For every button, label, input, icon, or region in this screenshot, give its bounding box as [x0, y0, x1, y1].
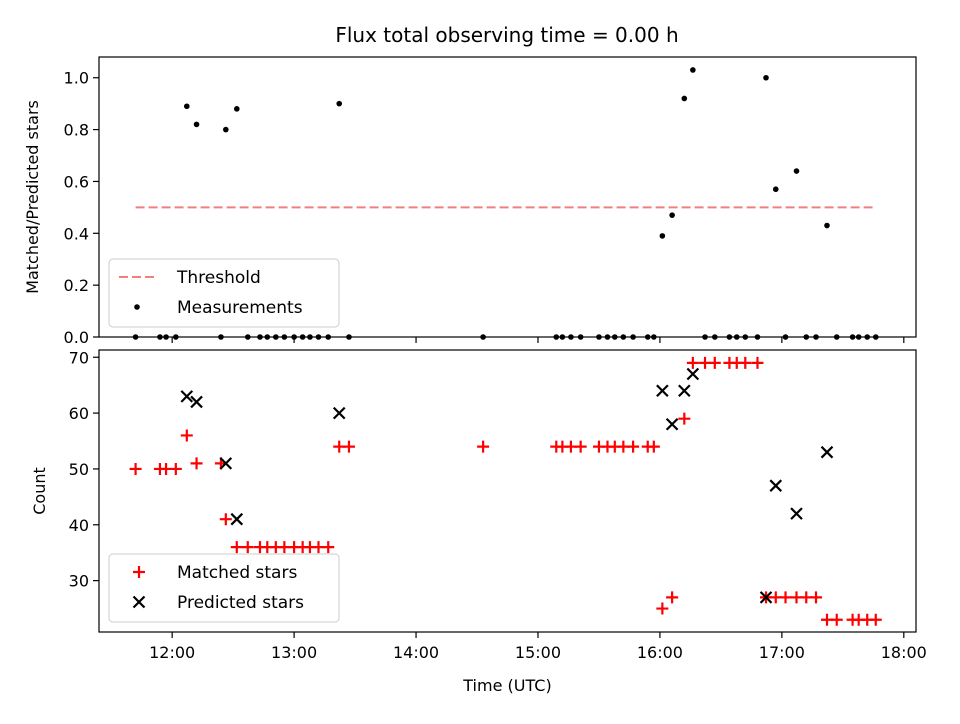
predicted-star-point [656, 384, 669, 398]
measurement-point [659, 233, 666, 239]
legend-predicted-label: Predicted stars [177, 593, 304, 613]
y-axis-label: Count [30, 467, 49, 515]
y-tick-label: 50 [69, 460, 89, 479]
matched-star-point [751, 356, 764, 369]
matched-star-point [830, 613, 843, 626]
matched-star-point [180, 429, 193, 442]
measurement-point [193, 121, 200, 128]
matched-star-point [666, 591, 679, 604]
predicted-star-point [678, 384, 691, 398]
legend-box [108, 258, 340, 328]
measurement-point [233, 106, 240, 112]
matched-star-point [708, 356, 721, 369]
measurement-point [763, 74, 769, 81]
matched-star-point [810, 591, 823, 604]
matched-star-point [322, 541, 335, 554]
matched-star-point [869, 613, 882, 626]
predicted-star-point [665, 417, 679, 431]
y-tick-label: 0.4 [64, 224, 89, 243]
axes-frame [98, 56, 917, 338]
x-tick-label: 16:00 [637, 643, 683, 662]
matched-star-point [477, 440, 490, 453]
matched-star-point [342, 440, 355, 453]
y-tick-label: 60 [69, 404, 89, 423]
predicted-star-point [190, 395, 203, 409]
legend-predicted-marker [132, 595, 146, 609]
measurement-point [681, 95, 688, 102]
matched-star-point [230, 541, 243, 554]
matched-star-point [686, 356, 699, 369]
predicted-star-point [230, 512, 244, 526]
matched-star-point [169, 462, 182, 475]
y-tick-label: 0.0 [64, 328, 89, 347]
matched-star-point [129, 462, 142, 475]
x-tick-label: 18:00 [881, 643, 927, 662]
matched-star-point [779, 591, 792, 604]
predicted-star-point [769, 479, 783, 492]
measurement-point [336, 100, 343, 107]
predicted-star-point [820, 445, 834, 459]
legend-threshold-label: Threshold [176, 268, 261, 288]
matched-star-point [190, 457, 203, 470]
predicted-star-point [759, 591, 773, 604]
legend-measurement-marker [134, 304, 140, 310]
x-tick-label: 15:00 [515, 643, 561, 662]
measurement-point [183, 103, 190, 110]
x-tick-label: 13:00 [271, 643, 317, 662]
chart-title: Flux total observing time = 0.00 h [335, 23, 678, 47]
axes-frame [98, 349, 917, 633]
predicted-star-point [790, 507, 803, 520]
matched-star-point [656, 602, 669, 615]
measurement-point [669, 212, 675, 218]
top-panel: 0.0 0.2 0.4 0.6 0.8 1.0 Matched/Predicted star… [23, 56, 917, 347]
x-tick-label: 14:00 [393, 643, 439, 662]
y-tick-label: 0.8 [64, 121, 89, 140]
y-tick-label: 0.6 [64, 172, 89, 191]
measurement-point [772, 186, 779, 193]
matched-star-point [678, 412, 691, 425]
x-axis-label: Time (UTC) [462, 676, 551, 695]
measurement-point [793, 168, 800, 174]
y-tick-label: 40 [69, 516, 89, 535]
matched-star-point [627, 440, 640, 453]
x-tick-label: 12:00 [149, 643, 195, 662]
y-tick-label: 1.0 [64, 69, 89, 88]
y-tick-label: 30 [69, 572, 89, 591]
y-tick-label: 70 [69, 348, 89, 367]
legend-measurement-label: Measurements [177, 298, 303, 318]
measurement-point [824, 222, 830, 229]
x-tick-label: 17:00 [759, 643, 805, 662]
legend-matched-marker [133, 566, 145, 578]
predicted-star-point [686, 367, 700, 381]
matched-star-point [739, 356, 752, 369]
bottom-panel: 30 40 50 60 70 12:00 13:00 14:00 15:00 16:00 17:00… [30, 348, 927, 695]
measurement-point [690, 67, 696, 73]
y-tick-label: 0.2 [64, 276, 89, 295]
y-axis-label: Matched/Predicted stars [23, 100, 42, 294]
legend-matched-label: Matched stars [177, 563, 297, 583]
predicted-star-point [332, 406, 346, 420]
predicted-star-point [219, 457, 233, 470]
predicted-star-point [180, 390, 194, 403]
measurement-point [223, 126, 229, 133]
matched-star-point [574, 440, 587, 453]
matched-star-point [241, 541, 254, 554]
legend-box [108, 553, 340, 623]
matched-star-point [219, 513, 232, 526]
matched-star-point [647, 440, 660, 453]
